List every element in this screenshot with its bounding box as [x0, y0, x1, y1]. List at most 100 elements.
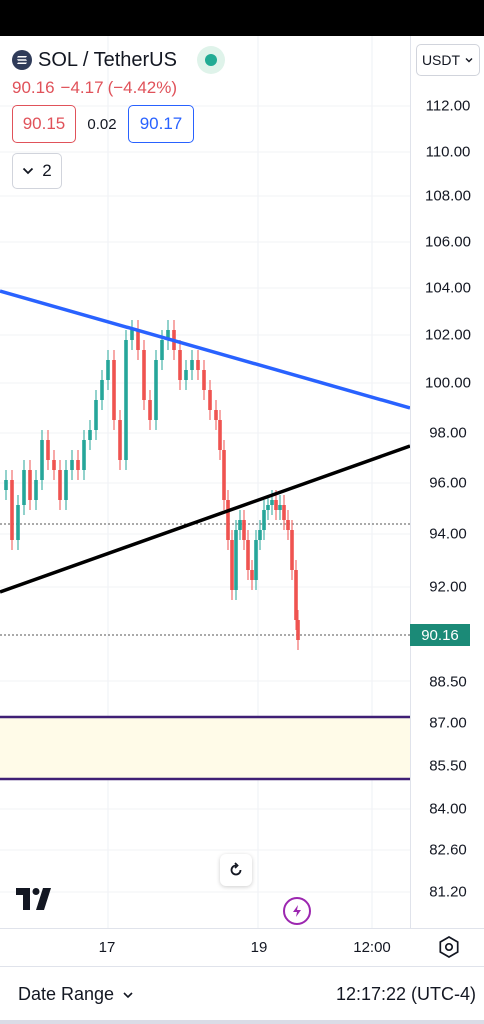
candle-body [282, 505, 286, 520]
candle-body [166, 330, 170, 340]
price-tick: 84.00 [429, 800, 467, 818]
price-tick: 87.00 [429, 714, 467, 732]
candle-body [266, 505, 270, 510]
price-tick: 81.20 [429, 883, 467, 901]
status-bar [0, 0, 484, 36]
current-price-tag: 90.16 [410, 624, 470, 646]
candle-body [40, 440, 44, 480]
date-range-button[interactable]: Date Range [18, 984, 134, 1005]
candle-body [16, 505, 20, 540]
candle-body [202, 370, 206, 390]
reset-icon [230, 862, 242, 876]
candle-body [226, 500, 230, 540]
candle-body [34, 480, 38, 500]
candle-body [70, 460, 74, 470]
candle-body [218, 420, 222, 450]
candle-body [250, 570, 254, 580]
candle-body [118, 420, 122, 460]
upper-trendline[interactable] [0, 289, 410, 410]
candle-body [262, 510, 266, 530]
candle-body [246, 540, 250, 570]
candle-body [112, 360, 116, 420]
candle-body [254, 540, 258, 580]
price-tick: 94.00 [429, 525, 467, 543]
candle-body [278, 505, 282, 510]
candle-body [258, 530, 262, 540]
price-tick: 82.60 [429, 841, 467, 859]
candlestick-series [4, 320, 300, 650]
price-tick: 104.00 [425, 279, 471, 297]
candle-body [286, 520, 290, 530]
bottom-toolbar: Date Range 12:17:22 (UTC-4) [0, 966, 484, 1021]
symbol-header: SOL / TetherUS [12, 46, 225, 74]
spread-value: 0.02 [87, 115, 117, 133]
candle-body [296, 620, 300, 640]
timezone-clock[interactable]: 12:17:22 (UTC-4) [335, 984, 476, 1004]
change-value: −4.17 [60, 78, 104, 97]
price-tick: 102.00 [425, 326, 471, 344]
price-axis[interactable]: 112.00 110.00 108.00 106.00 104.00 102.0… [410, 36, 484, 928]
lightning-icon [293, 905, 301, 917]
indicators-collapse-button[interactable]: 2 [12, 153, 62, 189]
price-change-row: 90.16 −4.17 (−4.42%) [12, 78, 177, 98]
chart-area[interactable] [0, 36, 410, 928]
price-tick: 108.00 [425, 187, 471, 205]
candle-body [154, 360, 158, 420]
sell-price-button[interactable]: 90.15 [12, 105, 76, 143]
candle-body [58, 470, 62, 500]
candle-body [22, 470, 26, 505]
candle-body [234, 530, 238, 590]
buy-price-button[interactable]: 90.17 [128, 105, 194, 143]
chevron-down-icon [23, 167, 34, 175]
candle-body [160, 340, 164, 360]
candle-body [100, 380, 104, 400]
candle-body [270, 500, 274, 505]
candle-body [196, 360, 200, 370]
solana-icon [12, 50, 32, 70]
last-price: 90.16 [12, 78, 55, 97]
price-tick: 112.00 [425, 97, 471, 115]
candle-body [28, 470, 32, 500]
candle-body [46, 440, 50, 460]
time-tick: 17 [98, 939, 116, 956]
time-tick: 12:00 [353, 939, 391, 956]
live-status-icon [196, 46, 225, 74]
candle-body [148, 400, 152, 420]
candle-body [82, 440, 86, 470]
candle-body [10, 480, 14, 540]
candle-body [106, 360, 110, 380]
chevron-down-icon [123, 991, 133, 998]
candle-body [136, 330, 140, 350]
settings-icon [439, 936, 459, 958]
candle-body [184, 370, 188, 380]
price-tick: 106.00 [425, 233, 471, 251]
chart-canvas[interactable] [0, 36, 410, 928]
candle-body [294, 570, 298, 620]
candle-body [88, 430, 92, 440]
chevron-down-icon [465, 58, 473, 63]
time-axis[interactable]: 17 19 12:00 [0, 928, 484, 967]
alert-button[interactable] [283, 897, 311, 925]
price-tick: 100.00 [425, 374, 471, 392]
candle-body [76, 460, 80, 470]
price-tick: 110.00 [425, 143, 471, 161]
candle-body [242, 520, 246, 540]
candle-body [142, 350, 146, 400]
price-tick: 85.50 [429, 757, 467, 775]
currency-label: USDT [421, 52, 461, 68]
candle-body [208, 390, 212, 410]
candle-body [274, 500, 278, 510]
bid-ask-row: 90.15 0.02 90.17 [12, 105, 194, 143]
price-tick: 92.00 [429, 578, 467, 596]
candle-body [124, 340, 128, 460]
reset-chart-button[interactable] [220, 854, 252, 886]
lower-trendline[interactable] [0, 444, 410, 594]
candle-body [64, 470, 68, 500]
candle-body [230, 540, 234, 590]
demand-zone[interactable] [0, 717, 410, 779]
chart-settings-button[interactable] [436, 934, 462, 960]
symbol-name[interactable]: SOL / TetherUS [38, 48, 177, 71]
currency-selector[interactable]: USDT [416, 44, 480, 76]
tradingview-logo-icon [16, 888, 58, 915]
date-range-label: Date Range [18, 984, 115, 1004]
